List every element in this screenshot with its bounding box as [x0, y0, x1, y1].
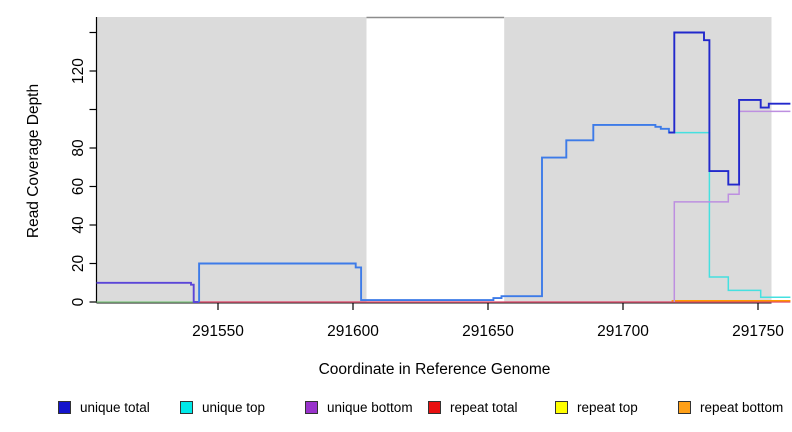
x-tick-label: 291750: [732, 323, 784, 340]
x-axis-title: Coordinate in Reference Genome: [318, 361, 551, 378]
legend-label: unique bottom: [327, 400, 413, 415]
y-tick-label: 120: [70, 58, 87, 84]
legend-item-repeat-total: repeat total: [428, 400, 518, 415]
legend-swatch-icon: [555, 401, 568, 414]
legend-item-repeat-bottom: repeat bottom: [678, 400, 783, 415]
plot-background-band: [366, 17, 505, 303]
legend-swatch-icon: [305, 401, 318, 414]
legend-swatch-icon: [58, 401, 71, 414]
legend-swatch-icon: [428, 401, 441, 414]
y-tick-label: 40: [70, 216, 87, 234]
legend-label: repeat top: [577, 400, 638, 415]
legend-item-unique-total: unique total: [58, 400, 150, 415]
legend-label: repeat bottom: [700, 400, 784, 415]
x-tick-label: 291650: [462, 323, 514, 340]
legend-label: unique total: [80, 400, 150, 415]
legend-item-repeat-top: repeat top: [555, 400, 638, 415]
legend-item-unique-top: unique top: [180, 400, 265, 415]
plot-background-band: [96, 17, 367, 303]
x-tick-label: 291550: [192, 323, 244, 340]
unique-total-plus-top-blend-series: [198, 123, 675, 302]
legend-swatch-icon: [180, 401, 193, 414]
legend-swatch-icon: [678, 401, 691, 414]
plot-background-band: [504, 17, 772, 303]
unique-total-line-series: [668, 31, 791, 186]
legend: unique total unique top unique bottom repea…: [0, 400, 792, 422]
legend-label: repeat total: [450, 400, 518, 415]
y-axis-title: Read Coverage Depth: [25, 83, 42, 239]
legend-item-unique-bottom: unique bottom: [305, 400, 413, 415]
x-tick-label: 291600: [327, 323, 379, 340]
y-tick-label: 80: [70, 139, 87, 157]
y-tick-label: 60: [70, 178, 87, 196]
y-tick-label: 0: [70, 297, 87, 306]
legend-label: unique top: [202, 400, 266, 415]
unique-total-plus-bottom-blend-series: [96, 281, 200, 303]
x-tick-label: 291700: [597, 323, 649, 340]
y-tick-label: 20: [70, 255, 87, 273]
